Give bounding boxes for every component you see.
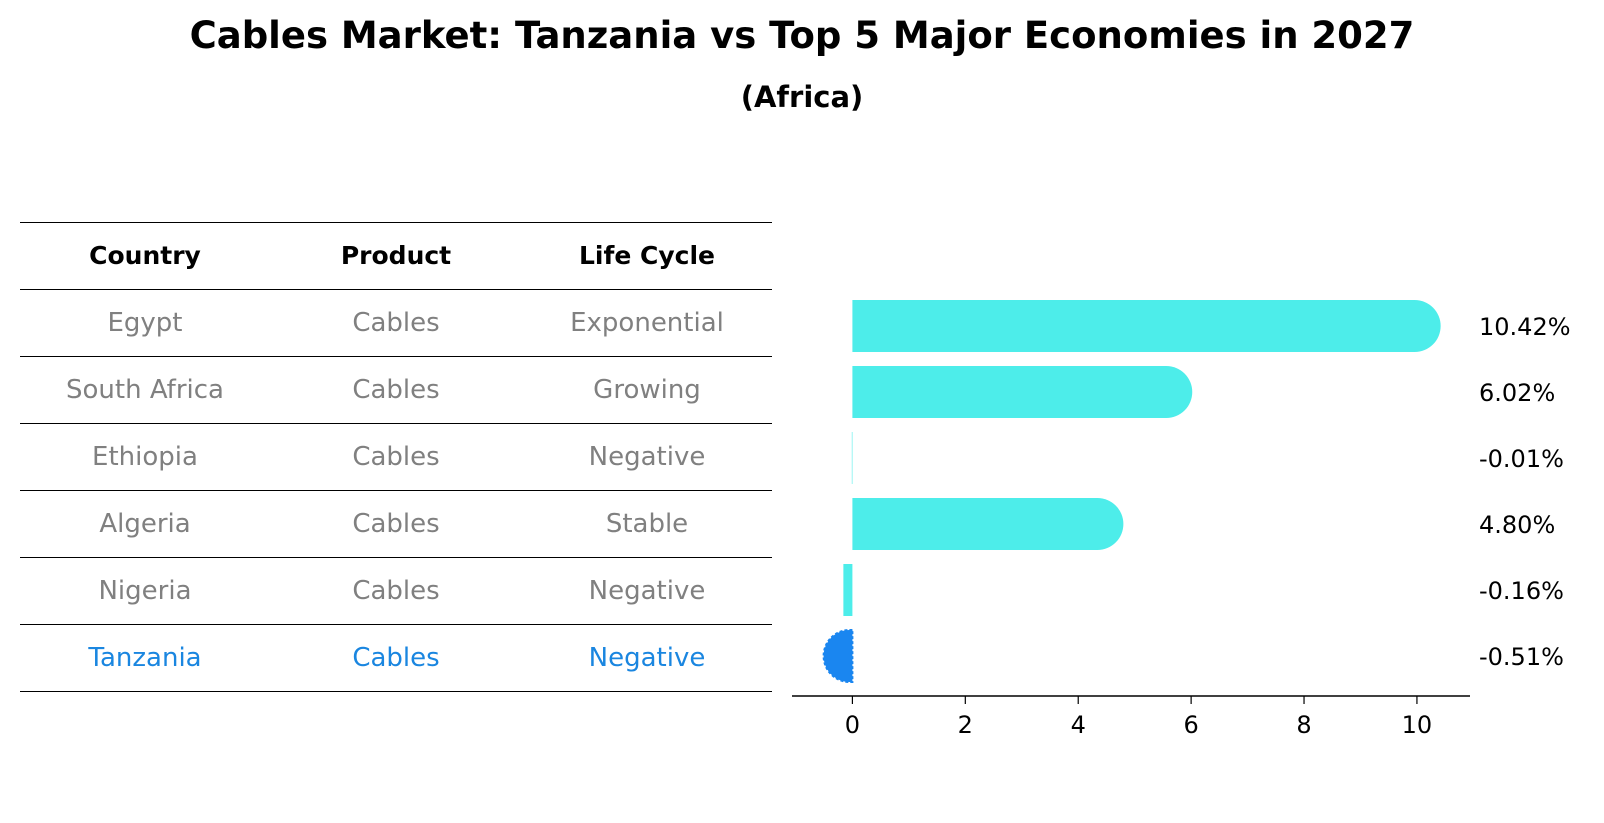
header-product: Product — [340, 241, 452, 270]
product-cell: Cables — [352, 576, 440, 606]
bar-value-label: -0.51% — [1479, 643, 1564, 671]
life-cycle-cell: Negative — [588, 576, 706, 606]
life-cycle-cell: Exponential — [570, 308, 724, 338]
header-country: Country — [89, 241, 201, 270]
header-life-cycle: Life Cycle — [578, 241, 716, 270]
bar — [852, 498, 1124, 550]
bar — [843, 564, 853, 616]
x-tick-label: 8 — [1296, 711, 1311, 739]
table-row-highlighted: Tanzania Cables Negative — [20, 624, 772, 692]
table-row: Ethiopia Cables Negative — [20, 423, 772, 490]
life-cycle-cell: Growing — [593, 375, 701, 405]
bar — [852, 300, 1441, 352]
product-cell: Cables — [352, 308, 440, 338]
bar — [851, 432, 853, 484]
country-cell: Ethiopia — [92, 442, 198, 472]
bar — [852, 366, 1193, 418]
bar-value-label: 6.02% — [1479, 379, 1555, 407]
product-cell: Cables — [352, 643, 440, 673]
product-cell: Cables — [352, 375, 440, 405]
data-table: Country Product Life Cycle Egypt Cables … — [20, 222, 772, 692]
country-cell: Egypt — [107, 308, 183, 338]
table-row: Egypt Cables Exponential — [20, 289, 772, 356]
bar-highlighted — [822, 629, 854, 683]
country-cell: South Africa — [66, 375, 224, 405]
table-row: South Africa Cables Growing — [20, 356, 772, 423]
country-cell: Algeria — [99, 509, 191, 539]
chart-subtitle: (Africa) — [740, 80, 864, 114]
product-cell: Cables — [352, 442, 440, 472]
bar-value-label: -0.01% — [1479, 445, 1564, 473]
product-cell: Cables — [352, 509, 440, 539]
chart-title: Cables Market: Tanzania vs Top 5 Major E… — [189, 14, 1415, 57]
country-cell: Tanzania — [88, 643, 202, 673]
life-cycle-cell: Stable — [605, 509, 689, 539]
x-tick-label: 2 — [958, 711, 973, 739]
x-tick-label: 4 — [1071, 711, 1086, 739]
table-row: Algeria Cables Stable — [20, 490, 772, 557]
bar-value-label: 10.42% — [1479, 313, 1571, 341]
life-cycle-cell: Negative — [588, 442, 706, 472]
table-header-row: Country Product Life Cycle — [20, 222, 772, 289]
bar-value-label: 4.80% — [1479, 511, 1555, 539]
x-tick-label: 0 — [845, 711, 860, 739]
table-row: Nigeria Cables Negative — [20, 557, 772, 624]
life-cycle-cell: Negative — [588, 643, 706, 673]
bar-value-label: -0.16% — [1479, 577, 1564, 605]
x-tick-label: 10 — [1402, 711, 1433, 739]
x-tick-label: 6 — [1183, 711, 1198, 739]
country-cell: Nigeria — [98, 576, 192, 606]
